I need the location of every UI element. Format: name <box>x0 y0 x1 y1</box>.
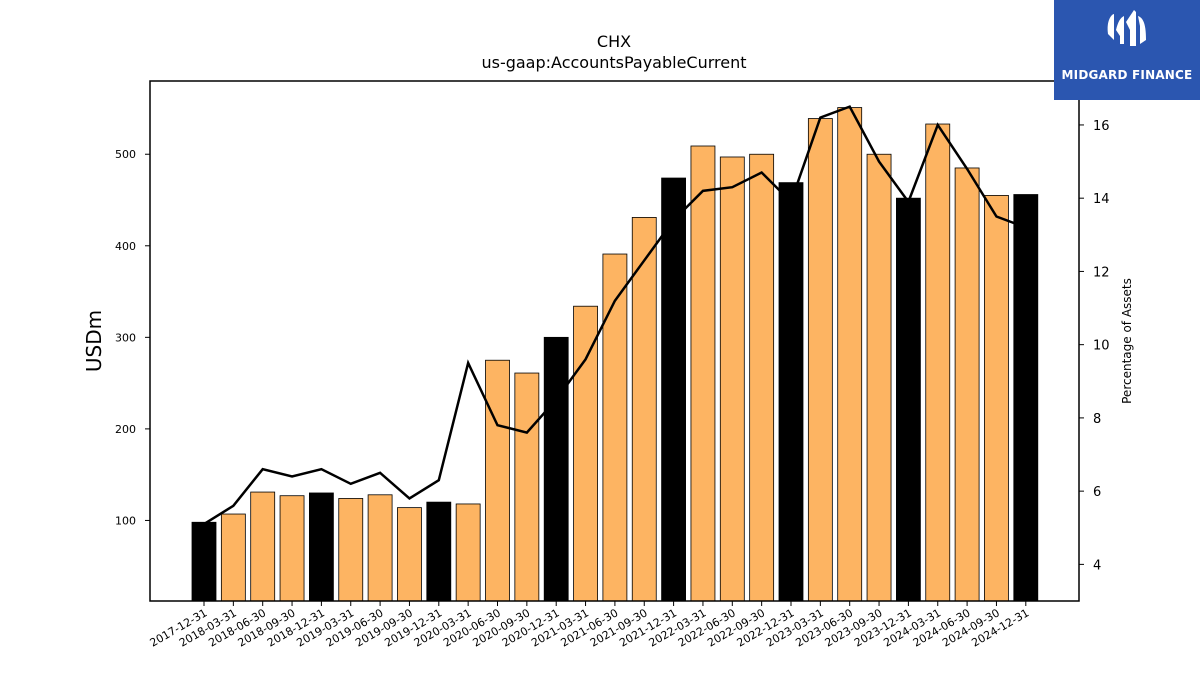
y2-tick-label: 4 <box>1093 558 1101 573</box>
bar <box>719 156 745 602</box>
bar <box>749 153 775 602</box>
bar <box>807 118 833 602</box>
bar <box>984 195 1009 602</box>
bar <box>954 167 980 602</box>
y-tick-label: 100 <box>115 514 136 527</box>
midgard-finance-logo: MIDGARD FINANCE <box>1054 0 1200 100</box>
bar <box>191 521 217 602</box>
y-tick-label: 500 <box>115 148 136 161</box>
bar <box>220 513 246 602</box>
y-axis: 100 200 300 400 500 <box>115 148 150 527</box>
bar <box>690 145 716 602</box>
bar <box>661 177 686 602</box>
y2-tick-label: 8 <box>1093 412 1101 427</box>
bar <box>455 503 481 602</box>
bar <box>631 217 657 602</box>
bar <box>338 498 364 602</box>
y2-axis: 4 6 8 10 12 14 16 <box>1079 119 1110 573</box>
y-axis-label: USDm <box>82 310 106 372</box>
bar <box>543 336 569 602</box>
y2-tick-label: 12 <box>1093 265 1110 280</box>
y-tick-label: 300 <box>115 331 136 344</box>
chart-subtitle: us-gaap:AccountsPayableCurrent <box>481 53 746 72</box>
bar <box>602 253 628 602</box>
bar <box>866 153 892 602</box>
y2-tick-label: 10 <box>1093 339 1110 354</box>
bar <box>397 507 422 602</box>
bar <box>1013 194 1039 602</box>
bar <box>485 359 510 602</box>
bars-group <box>191 107 1039 602</box>
bar <box>367 494 393 602</box>
bar <box>925 123 951 602</box>
x-axis: 2017-12-312018-03-312018-06-302018-09-30… <box>148 601 1031 650</box>
bar <box>896 197 921 602</box>
y2-axis-label: Percentage of Assets <box>1120 278 1134 404</box>
logo-mark-icon <box>1107 10 1146 46</box>
bar <box>514 372 540 602</box>
percentage-line <box>203 105 1027 526</box>
bar <box>778 182 804 602</box>
bar <box>573 305 598 602</box>
y-tick-label: 400 <box>115 240 136 253</box>
y-tick-label: 200 <box>115 423 136 436</box>
bar <box>426 501 452 602</box>
bar <box>250 491 276 602</box>
chart-title: CHX <box>597 32 631 51</box>
bar <box>308 492 334 602</box>
y2-tick-label: 16 <box>1093 119 1110 134</box>
y2-tick-label: 6 <box>1093 485 1101 500</box>
logo-text: MIDGARD FINANCE <box>1061 68 1193 82</box>
bar <box>837 107 863 602</box>
y2-tick-label: 14 <box>1093 192 1110 207</box>
bar <box>279 495 305 602</box>
